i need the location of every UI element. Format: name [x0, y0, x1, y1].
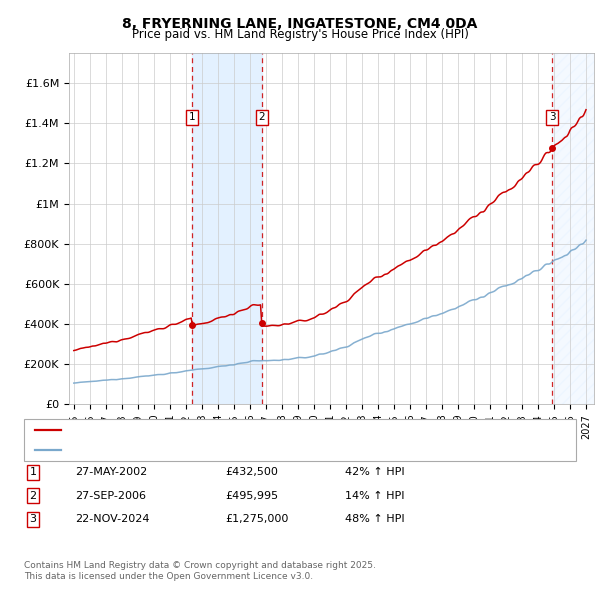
- Text: Price paid vs. HM Land Registry's House Price Index (HPI): Price paid vs. HM Land Registry's House …: [131, 28, 469, 41]
- Text: 2: 2: [29, 491, 37, 501]
- Text: 3: 3: [29, 514, 37, 525]
- Text: 8, FRYERNING LANE, INGATESTONE, CM4 0DA: 8, FRYERNING LANE, INGATESTONE, CM4 0DA: [122, 17, 478, 31]
- Text: 14% ↑ HPI: 14% ↑ HPI: [345, 491, 404, 501]
- Text: 27-SEP-2006: 27-SEP-2006: [75, 491, 146, 501]
- Bar: [553, 53, 594, 404]
- Text: £495,995: £495,995: [225, 491, 278, 501]
- Text: 1: 1: [29, 467, 37, 477]
- Bar: [193, 53, 262, 404]
- Text: 48% ↑ HPI: 48% ↑ HPI: [345, 514, 404, 525]
- Text: Contains HM Land Registry data © Crown copyright and database right 2025.
This d: Contains HM Land Registry data © Crown c…: [24, 561, 376, 581]
- Text: 27-MAY-2002: 27-MAY-2002: [75, 467, 147, 477]
- Text: £432,500: £432,500: [225, 467, 278, 477]
- Text: 1: 1: [189, 112, 196, 122]
- Text: 8, FRYERNING LANE, INGATESTONE, CM4 0DA (detached house): 8, FRYERNING LANE, INGATESTONE, CM4 0DA …: [65, 425, 397, 435]
- Text: 3: 3: [549, 112, 556, 122]
- Text: £1,275,000: £1,275,000: [225, 514, 289, 525]
- Text: HPI: Average price, detached house, Brentwood: HPI: Average price, detached house, Bren…: [65, 445, 314, 455]
- Text: 2: 2: [259, 112, 265, 122]
- Text: 42% ↑ HPI: 42% ↑ HPI: [345, 467, 404, 477]
- Text: 22-NOV-2024: 22-NOV-2024: [75, 514, 149, 525]
